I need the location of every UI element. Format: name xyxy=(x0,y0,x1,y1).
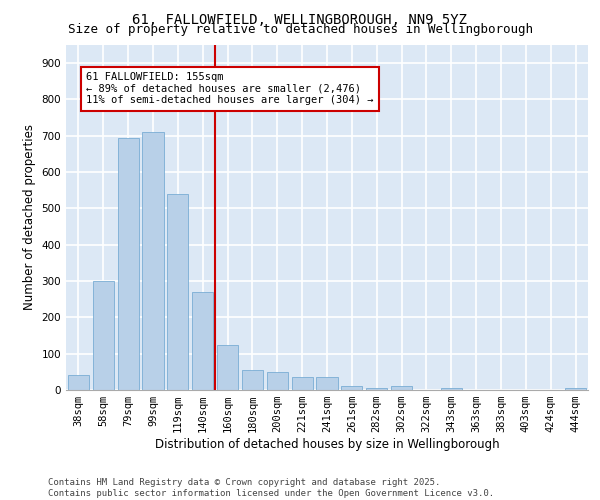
Bar xyxy=(192,292,213,390)
Bar xyxy=(292,378,313,390)
Bar xyxy=(142,132,164,390)
Bar xyxy=(167,194,188,390)
Bar xyxy=(316,378,338,390)
Text: Contains HM Land Registry data © Crown copyright and database right 2025.
Contai: Contains HM Land Registry data © Crown c… xyxy=(48,478,494,498)
Bar xyxy=(118,138,139,390)
Bar xyxy=(267,372,288,390)
Bar xyxy=(391,386,412,390)
X-axis label: Distribution of detached houses by size in Wellingborough: Distribution of detached houses by size … xyxy=(155,438,499,451)
Y-axis label: Number of detached properties: Number of detached properties xyxy=(23,124,36,310)
Bar xyxy=(565,388,586,390)
Bar xyxy=(217,344,238,390)
Bar xyxy=(341,386,362,390)
Bar xyxy=(242,370,263,390)
Bar xyxy=(68,376,89,390)
Text: 61 FALLOWFIELD: 155sqm
← 89% of detached houses are smaller (2,476)
11% of semi-: 61 FALLOWFIELD: 155sqm ← 89% of detached… xyxy=(86,72,373,106)
Bar xyxy=(441,388,462,390)
Bar xyxy=(366,388,387,390)
Text: Size of property relative to detached houses in Wellingborough: Size of property relative to detached ho… xyxy=(67,22,533,36)
Text: 61, FALLOWFIELD, WELLINGBOROUGH, NN9 5YZ: 61, FALLOWFIELD, WELLINGBOROUGH, NN9 5YZ xyxy=(133,12,467,26)
Bar xyxy=(93,281,114,390)
